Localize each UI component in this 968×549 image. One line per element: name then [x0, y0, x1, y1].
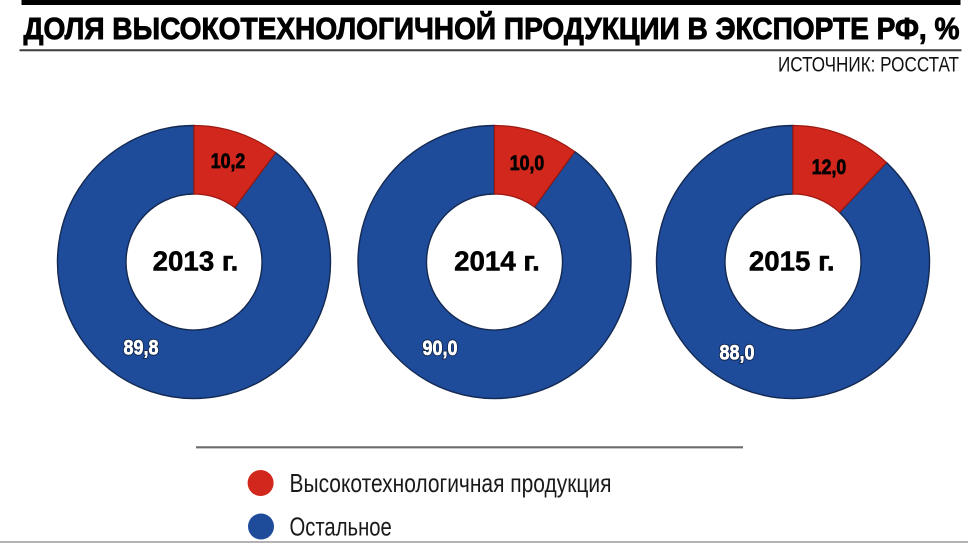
svg-text:88,0: 88,0 — [720, 342, 755, 365]
svg-text:10,2: 10,2 — [211, 150, 246, 173]
svg-text:2013 г.: 2013 г. — [153, 246, 239, 277]
svg-text:90,0: 90,0 — [423, 337, 458, 360]
svg-text:ДОЛЯ ВЫСОКОТЕХНОЛОГИЧНОЙ ПРОДУ: ДОЛЯ ВЫСОКОТЕХНОЛОГИЧНОЙ ПРОДУКЦИИ В ЭКС… — [24, 10, 960, 46]
svg-text:Высокотехнологичная продукция: Высокотехнологичная продукция — [290, 468, 612, 498]
svg-text:2014 г.: 2014 г. — [454, 246, 540, 277]
svg-text:ИСТОЧНИК: РОССТАТ: ИСТОЧНИК: РОССТАТ — [778, 54, 959, 77]
svg-text:12,0: 12,0 — [812, 156, 847, 179]
svg-text:10,0: 10,0 — [510, 152, 545, 175]
svg-text:89,8: 89,8 — [124, 337, 159, 360]
svg-text:88,0: 88,0 — [720, 342, 755, 365]
svg-text:2015 г.: 2015 г. — [749, 246, 835, 277]
svg-text:90,0: 90,0 — [423, 337, 458, 360]
svg-text:Остальное: Остальное — [290, 511, 392, 541]
svg-text:89,8: 89,8 — [124, 337, 159, 360]
